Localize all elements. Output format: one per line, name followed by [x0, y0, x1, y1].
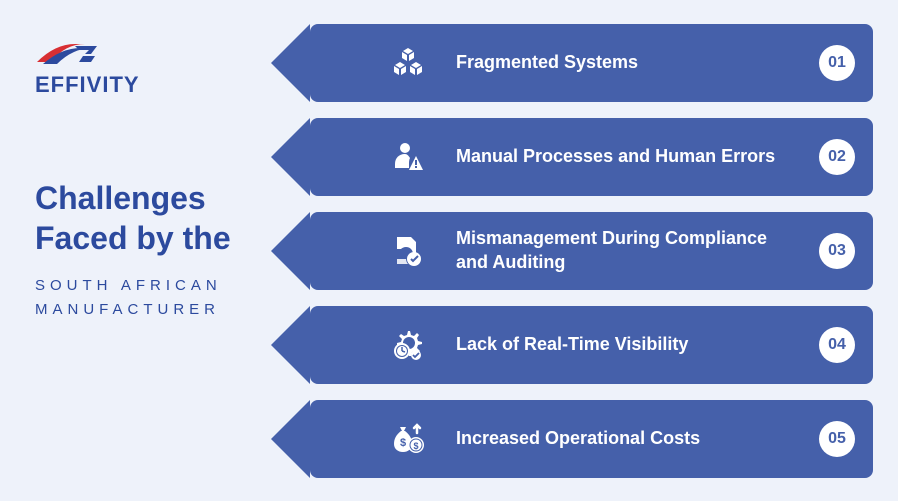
list-item-label: Increased Operational Costs: [456, 427, 793, 450]
left-panel: EFFIVITY Challenges Faced by the SOUTH A…: [0, 0, 310, 501]
list-item-badge: 04: [819, 327, 855, 363]
logo-mark: [35, 40, 290, 68]
list-item-label: Manual Processes and Human Errors: [456, 145, 793, 168]
list-item-badge: 05: [819, 421, 855, 457]
cubes-icon: [390, 45, 426, 81]
doc-check-icon: [390, 233, 426, 269]
list-item: Fragmented Systems 01: [310, 24, 873, 102]
list-item: Mismanagement During Compliance and Audi…: [310, 212, 873, 290]
list-panel: Fragmented Systems 01 Manual Processes a…: [310, 0, 898, 501]
logo-text: EFFIVITY: [35, 72, 290, 98]
list-item: $ $ Increased Operational Costs 05: [310, 400, 873, 478]
list-item: Manual Processes and Human Errors 02: [310, 118, 873, 196]
list-item: Lack of Real-Time Visibility 04: [310, 306, 873, 384]
title-sub: SOUTH AFRICAN MANUFACTURER: [35, 274, 290, 322]
logo-swoosh-icon: [35, 40, 105, 68]
list-item-badge: 03: [819, 233, 855, 269]
svg-text:$: $: [413, 441, 418, 451]
gear-clock-icon: [390, 327, 426, 363]
list-item-label: Fragmented Systems: [456, 51, 793, 74]
person-alert-icon: [390, 139, 426, 175]
list-item-badge: 01: [819, 45, 855, 81]
list-item-label: Mismanagement During Compliance and Audi…: [456, 227, 793, 274]
list-item-badge: 02: [819, 139, 855, 175]
money-bag-icon: $ $: [390, 421, 426, 457]
list-item-label: Lack of Real-Time Visibility: [456, 333, 793, 356]
title-main: Challenges Faced by the: [35, 178, 290, 258]
logo: EFFIVITY: [35, 40, 290, 98]
svg-text:$: $: [400, 437, 406, 449]
infographic-container: EFFIVITY Challenges Faced by the SOUTH A…: [0, 0, 898, 501]
